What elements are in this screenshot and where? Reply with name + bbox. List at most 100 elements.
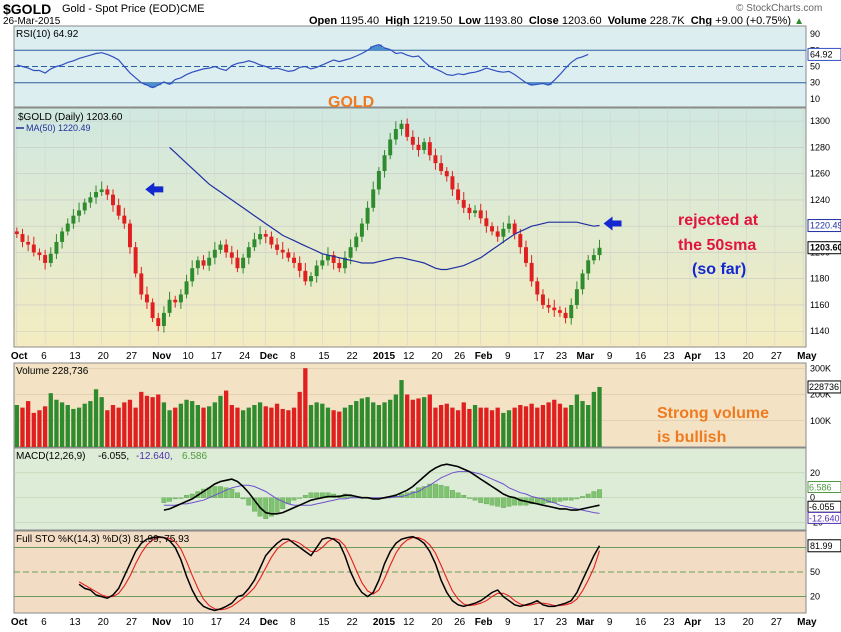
volume-bar <box>167 410 172 447</box>
x-axis-label-bottom: 13 <box>714 617 726 628</box>
price-tick-label: 1260 <box>810 169 830 179</box>
candle-body <box>246 247 251 258</box>
macd-histogram-bar <box>455 492 461 498</box>
x-axis-label-bottom: Feb <box>475 617 493 628</box>
volume-bar <box>461 402 466 447</box>
candle-body <box>303 270 308 282</box>
volume-tick-label: 100K <box>810 416 831 426</box>
candle-body <box>99 189 104 193</box>
macd-histogram-bar <box>410 491 416 498</box>
candle-body <box>37 252 42 256</box>
candle-body <box>388 139 393 156</box>
ma50-line <box>169 146 600 271</box>
macd-histogram-bar <box>557 497 563 502</box>
candle-body <box>507 223 511 229</box>
x-axis-label-bottom: 23 <box>556 617 568 628</box>
candle-body <box>478 210 483 219</box>
macd-histogram-bar <box>472 497 478 501</box>
candle-body <box>212 249 217 258</box>
candle-body <box>427 142 432 156</box>
candle-body <box>535 281 540 295</box>
candle-body <box>376 171 381 190</box>
volume-bar <box>54 399 59 447</box>
macd-histogram-bar <box>223 487 229 498</box>
candle-body <box>342 257 347 269</box>
ma-value-box <box>807 219 841 233</box>
candle-body <box>314 265 319 277</box>
volume-annotation-line1: Strong volume <box>657 405 769 422</box>
candle-body <box>116 205 121 216</box>
volume-bar <box>246 407 251 447</box>
x-axis-label-top: 27 <box>126 351 138 362</box>
volume-bar <box>591 391 597 447</box>
macd-histogram-bar <box>252 497 257 512</box>
x-axis-label-bottom: 27 <box>126 617 138 628</box>
macd-histogram-bar <box>506 497 512 507</box>
rsi-value-label: 64.92 <box>810 49 833 59</box>
x-axis-label-bottom: Dec <box>260 617 279 628</box>
x-axis-label-top: 17 <box>211 351 223 362</box>
x-axis-label-bottom: 8 <box>290 617 296 628</box>
volume-bar <box>421 397 427 447</box>
volume-bar <box>393 394 399 447</box>
volume-bar <box>274 403 280 447</box>
candle-body <box>207 257 212 266</box>
rsi-value-box <box>807 47 841 61</box>
volume-bar <box>201 407 206 447</box>
rejected-annotation-line3: (so far) <box>692 261 746 278</box>
macd-histogram-bar <box>433 483 438 498</box>
up-triangle-icon: ▲ <box>794 16 804 27</box>
x-axis-label-top: 9 <box>505 351 511 362</box>
macd-histogram-bar <box>461 495 467 498</box>
symbol-title: $GOLD <box>3 1 52 17</box>
x-axis-label-bottom: 15 <box>318 617 330 628</box>
volume-bar <box>291 407 297 447</box>
x-axis-label-bottom: 20 <box>98 617 110 628</box>
macd-histogram-bar <box>291 497 297 501</box>
candle-body <box>105 189 110 195</box>
candle-body <box>337 262 342 269</box>
gold-annotation: GOLD <box>328 94 374 111</box>
candle-body <box>365 207 370 224</box>
volume-bar <box>59 402 65 447</box>
x-axis-label-top: 20 <box>98 351 110 362</box>
candle-body <box>371 189 376 208</box>
volume-bar <box>144 395 150 447</box>
macd-histogram-bar <box>189 493 195 498</box>
macd-histogram-bar <box>489 497 495 506</box>
volume-bar <box>99 397 104 447</box>
volume-bar <box>354 401 359 447</box>
macd-legend-hist: 6.586 <box>182 451 207 462</box>
x-axis-label-bottom: 20 <box>743 617 755 628</box>
volume-bar <box>472 405 478 447</box>
candle-body <box>422 142 427 151</box>
candle-body <box>286 252 291 258</box>
candle-body <box>173 299 178 303</box>
candle-body <box>591 255 596 261</box>
x-axis-label-top: May <box>797 351 817 362</box>
candle-body <box>161 312 166 326</box>
close-value-label: 1203.60 <box>810 243 841 253</box>
candle-body <box>54 241 59 254</box>
candle-body <box>416 144 421 151</box>
candle-body <box>88 197 93 203</box>
candle-body <box>456 189 461 200</box>
x-axis-label-bottom: 13 <box>69 617 81 628</box>
macd-histogram-bar <box>246 497 252 506</box>
macd-histogram-bar <box>483 497 489 505</box>
macd-histogram-bar <box>212 486 218 498</box>
x-axis-label-top: 2015 <box>373 351 396 362</box>
price-tick-label: 1240 <box>810 195 830 205</box>
sto-legend: Full STO %K(14,3) %D(3) 81.99, 75.93 <box>16 534 190 545</box>
symbol-description: Gold - Spot Price (EOD) <box>62 3 180 15</box>
macd-histogram-bar <box>240 497 246 500</box>
candle-body <box>14 231 19 235</box>
macd-value-label: -12.640 <box>809 513 840 523</box>
macd-histogram-bar <box>500 497 506 508</box>
macd-histogram-bar <box>495 497 501 507</box>
candle-body <box>275 244 280 250</box>
volume-bar <box>342 407 348 447</box>
x-axis-label-top: Apr <box>684 351 701 362</box>
volume-bar <box>31 412 36 447</box>
volume-bar <box>122 402 127 447</box>
